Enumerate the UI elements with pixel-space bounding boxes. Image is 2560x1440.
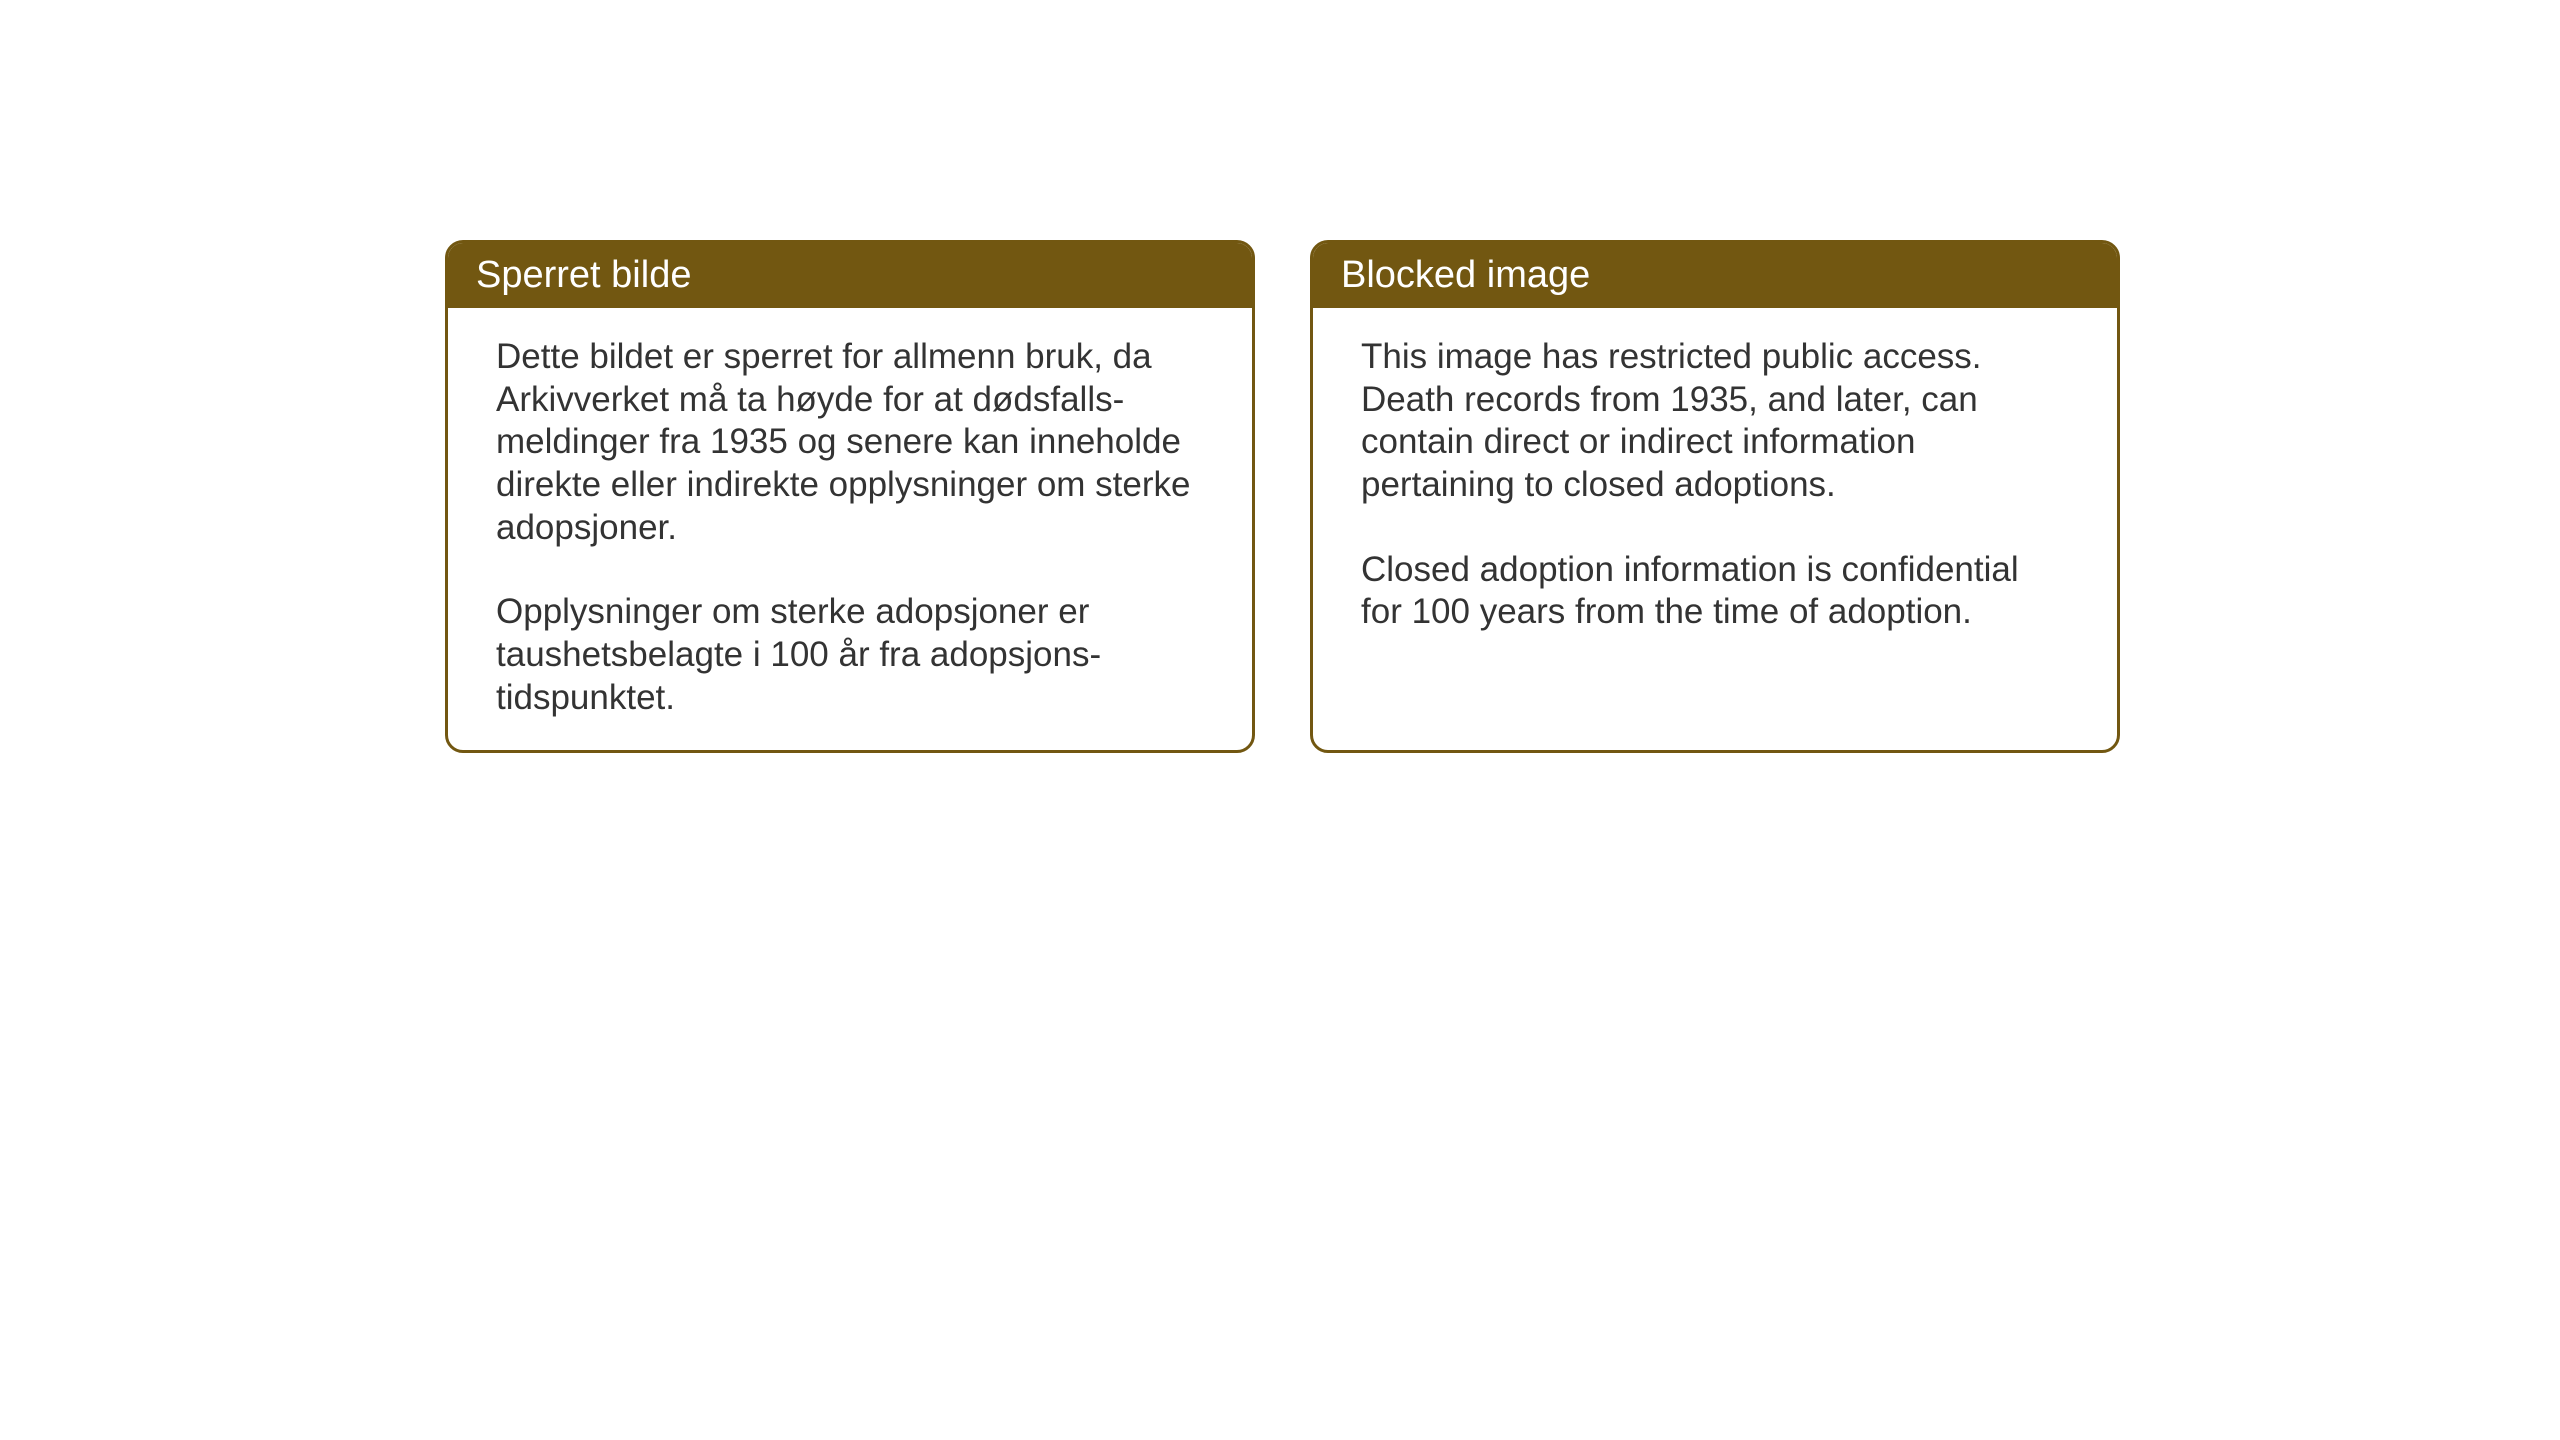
english-paragraph-2: Closed adoption information is confident… <box>1361 549 2069 634</box>
english-card-title: Blocked image <box>1341 254 1590 296</box>
norwegian-paragraph-2: Opplysninger om sterke adopsjoner er tau… <box>496 591 1204 719</box>
norwegian-card-header: Sperret bilde <box>448 243 1252 308</box>
norwegian-paragraph-1: Dette bildet er sperret for allmenn bruk… <box>496 336 1204 549</box>
english-card-header: Blocked image <box>1313 243 2117 308</box>
english-paragraph-1: This image has restricted public access.… <box>1361 336 2069 507</box>
norwegian-notice-card: Sperret bilde Dette bildet er sperret fo… <box>445 240 1255 753</box>
english-notice-card: Blocked image This image has restricted … <box>1310 240 2120 753</box>
english-card-body: This image has restricted public access.… <box>1313 308 2117 662</box>
norwegian-card-body: Dette bildet er sperret for allmenn bruk… <box>448 308 1252 748</box>
notice-cards-container: Sperret bilde Dette bildet er sperret fo… <box>445 240 2120 753</box>
norwegian-card-title: Sperret bilde <box>476 254 691 296</box>
